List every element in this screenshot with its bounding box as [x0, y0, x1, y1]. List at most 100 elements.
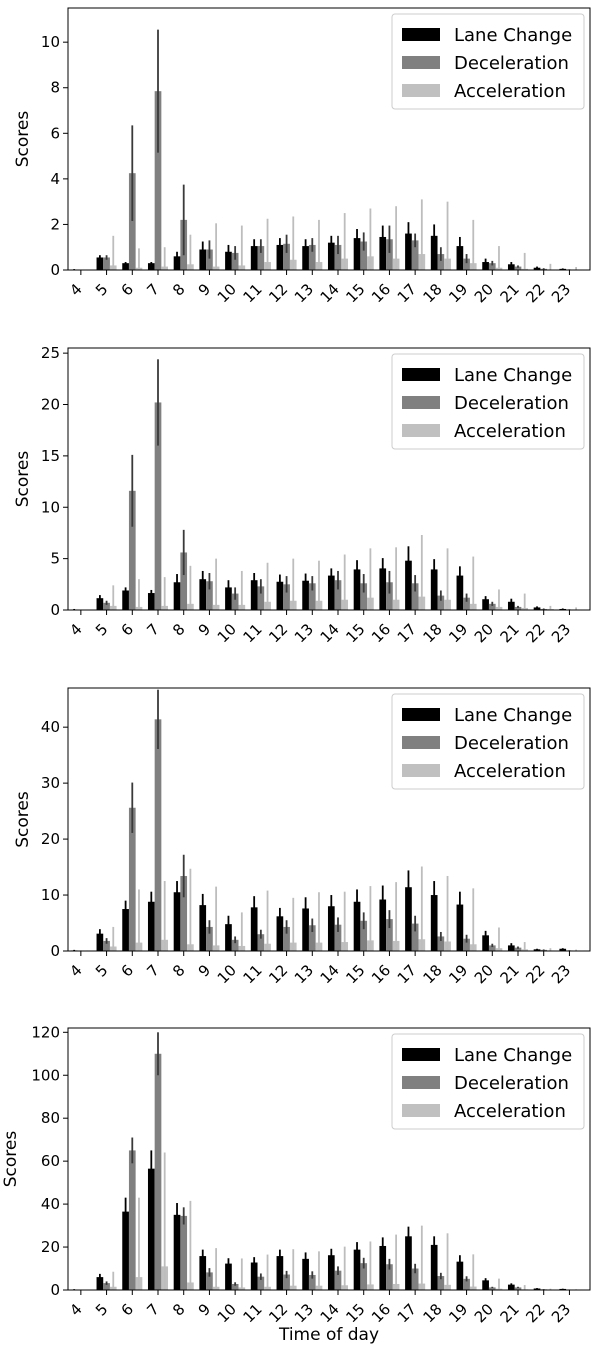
- x-tick-label: 18: [419, 961, 445, 987]
- bar-lane-change-10: [225, 924, 232, 951]
- x-tick-label: 21: [497, 1300, 523, 1326]
- bar-deceleration-12: [283, 243, 290, 270]
- bar-lane-change-18: [430, 569, 438, 610]
- bar-lane-change-11: [250, 1262, 258, 1290]
- bar-deceleration-20: [488, 603, 496, 610]
- x-tick-label: 19: [445, 620, 471, 646]
- x-tick-label: 11: [239, 961, 265, 987]
- bar-deceleration-15: [360, 583, 368, 610]
- y-tick-label: 0: [50, 601, 60, 619]
- bar-lane-change-13: [302, 246, 309, 270]
- bar-lane-change-21: [507, 1284, 515, 1290]
- x-tick-label: 14: [317, 961, 343, 987]
- y-tick-label: 30: [41, 774, 60, 792]
- x-tick-label: 11: [239, 1300, 265, 1326]
- bar-deceleration-15: [360, 241, 368, 270]
- x-tick-label: 12: [265, 1300, 291, 1326]
- bar-lane-change-8: [173, 582, 181, 610]
- bar-lane-change-14: [327, 1255, 335, 1290]
- bar-deceleration-11: [257, 586, 265, 610]
- bar-lane-change-21: [507, 945, 515, 951]
- bar-lane-change-10: [225, 1263, 232, 1290]
- bar-lane-change-13: [302, 580, 309, 610]
- bar-deceleration-6: [128, 490, 136, 610]
- bar-deceleration-22: [540, 949, 548, 951]
- y-tick-label: 100: [31, 1066, 60, 1084]
- bar-deceleration-13: [308, 925, 316, 951]
- x-tick-label: 19: [445, 280, 471, 306]
- bar-deceleration-12: [283, 926, 290, 951]
- legend-label-acceleration: Acceleration: [454, 761, 566, 782]
- x-tick-label: 19: [445, 961, 471, 987]
- bar-deceleration-18: [437, 254, 445, 270]
- bar-deceleration-21: [514, 266, 522, 270]
- x-tick-label: 9: [195, 961, 214, 980]
- y-tick-label: 6: [50, 124, 60, 142]
- bar-lane-change-12: [276, 581, 284, 610]
- legend: Lane Change Deceleration Acceleration: [391, 353, 585, 450]
- x-tick-label: 10: [214, 280, 240, 306]
- y-tick-label: 20: [41, 396, 60, 414]
- bar-deceleration-11: [257, 934, 265, 951]
- legend-swatch-deceleration: [402, 56, 440, 69]
- bar-lane-change-5: [96, 933, 104, 951]
- legend: Lane Change Deceleration Acceleration: [391, 693, 585, 790]
- bar-lane-change-7: [147, 593, 155, 610]
- bar-lane-change-6: [122, 590, 129, 610]
- bar-deceleration-7: [154, 402, 162, 610]
- y-tick-label: 4: [50, 170, 60, 188]
- x-tick-label: 14: [317, 1300, 343, 1326]
- bar-deceleration-14: [334, 580, 342, 610]
- x-axis-label: Time of day: [278, 1325, 379, 1345]
- bar-lane-change-14: [327, 242, 335, 270]
- bar-lane-change-5: [96, 1277, 104, 1290]
- x-tick-label: 6: [118, 620, 137, 639]
- x-tick-label: 21: [497, 961, 523, 987]
- y-tick-label: 25: [41, 344, 60, 362]
- y-tick-label: 10: [41, 886, 60, 904]
- x-tick-label: 22: [522, 961, 548, 987]
- bar-lane-change-5: [96, 598, 104, 610]
- bar-lane-change-18: [430, 1244, 438, 1290]
- bar-deceleration-7: [154, 91, 162, 270]
- legend-swatch-lane-change: [402, 1048, 440, 1061]
- bar-lane-change-19: [456, 1261, 464, 1290]
- bar-lane-change-20: [482, 262, 489, 270]
- x-tick-label: 23: [548, 961, 574, 987]
- bar-lane-change-8: [173, 1214, 181, 1290]
- bar-deceleration-6: [128, 807, 136, 951]
- y-tick-label: 2: [50, 215, 60, 233]
- legend-label-acceleration: Acceleration: [454, 421, 566, 442]
- legend-swatch-lane-change: [402, 708, 440, 721]
- x-tick-label: 13: [291, 280, 317, 306]
- bar-lane-change-23: [559, 1288, 567, 1290]
- x-tick-label: 13: [291, 961, 317, 987]
- x-tick-label: 10: [214, 620, 240, 646]
- y-tick-label: 40: [41, 1195, 60, 1213]
- bar-lane-change-7: [147, 263, 155, 270]
- legend-label-deceleration: Deceleration: [454, 53, 569, 74]
- bar-deceleration-20: [488, 263, 496, 270]
- legend: Lane Change Deceleration Acceleration: [391, 13, 585, 110]
- bar-deceleration-8: [180, 1215, 188, 1290]
- x-tick-label: 6: [118, 961, 137, 980]
- bar-deceleration-21: [514, 947, 522, 951]
- plot-frame: [67, 347, 591, 611]
- bar-lane-change-13: [302, 908, 309, 951]
- bar-lane-change-23: [559, 948, 567, 951]
- bar-lane-change-17: [405, 233, 412, 270]
- y-tick-label: 0: [50, 942, 60, 960]
- bar-lane-change-15: [353, 901, 361, 951]
- bar-deceleration-19: [463, 1278, 470, 1290]
- bar-lane-change-19: [456, 575, 464, 610]
- y-tick-label: 60: [41, 1152, 60, 1170]
- y-axis-label: Scores: [13, 111, 33, 168]
- bar-lane-change-9: [199, 249, 207, 270]
- legend-swatch-lane-change: [402, 28, 440, 41]
- bar-lane-change-20: [482, 935, 489, 951]
- y-tick-label: 80: [41, 1109, 60, 1127]
- bar-deceleration-11: [257, 1276, 265, 1290]
- x-tick-label: 5: [92, 1300, 111, 1319]
